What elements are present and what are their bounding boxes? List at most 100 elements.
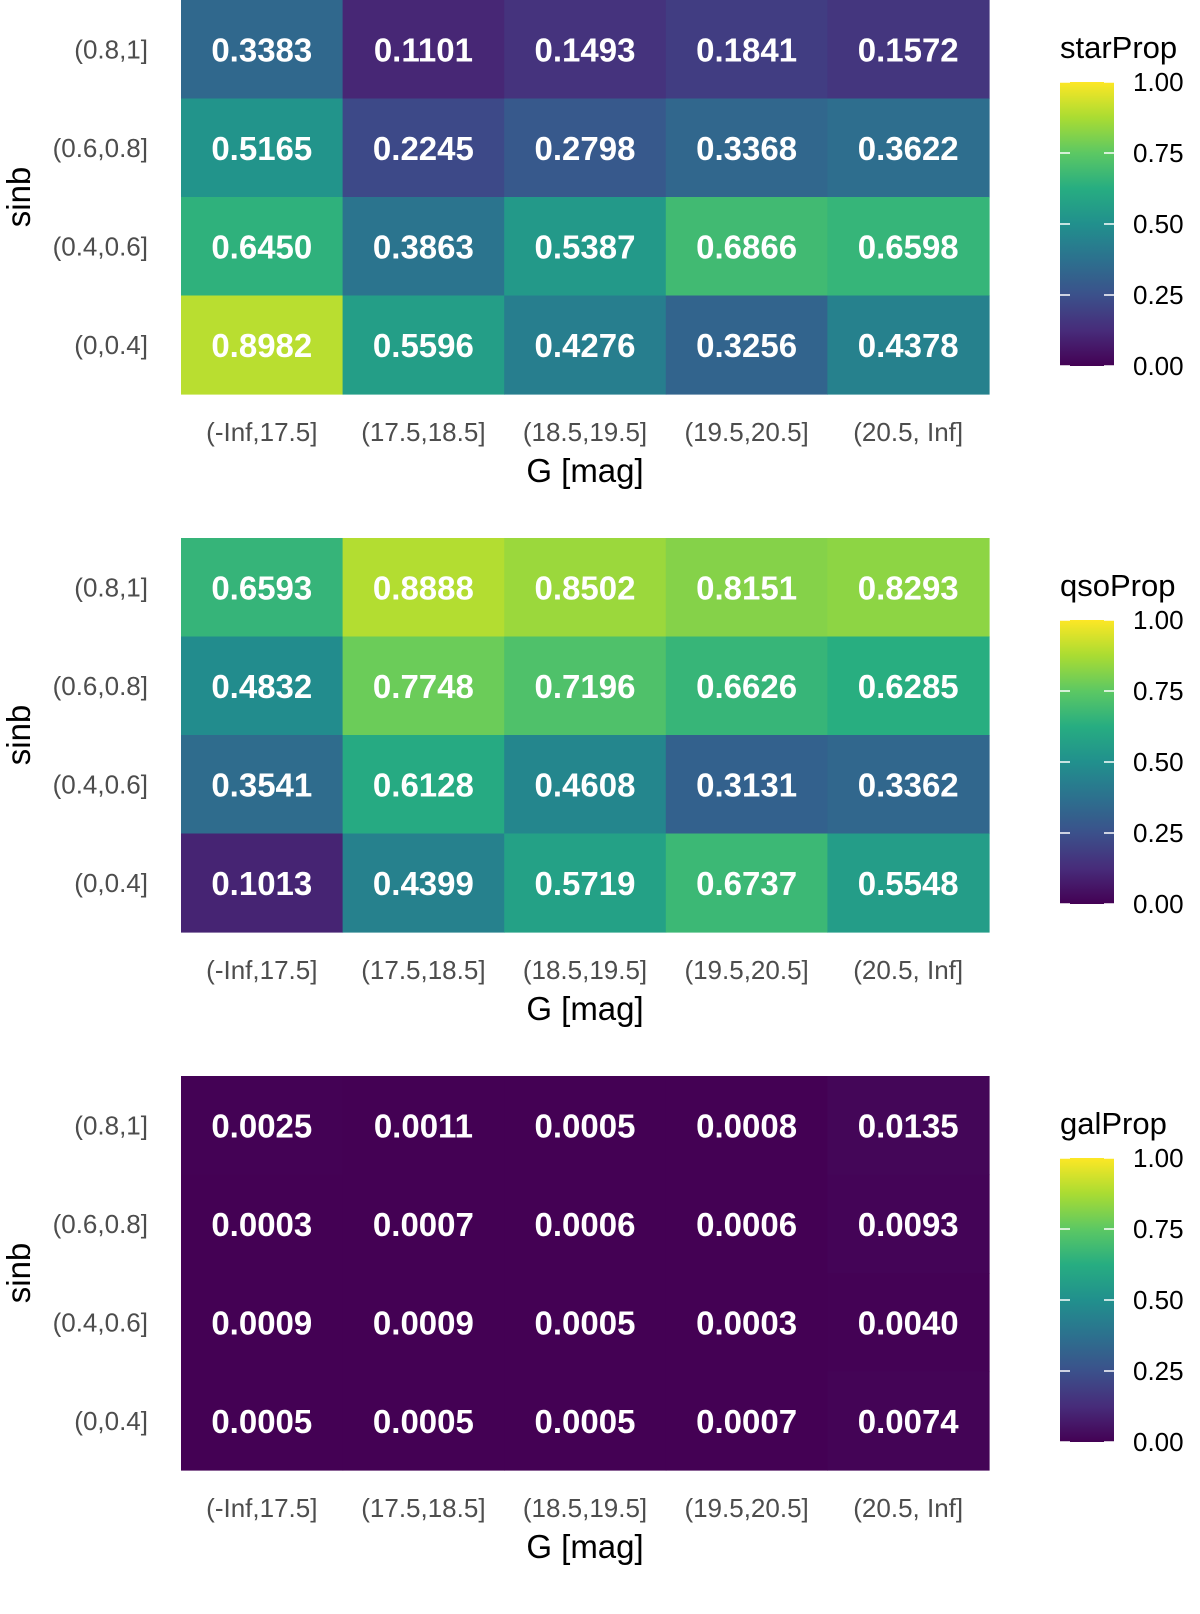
legend-title: galProp bbox=[1060, 1106, 1167, 1141]
heatmap-cell bbox=[504, 1371, 667, 1471]
y-tick-label: (0.4,0.6] bbox=[53, 769, 148, 799]
heatmap-cell bbox=[342, 1076, 505, 1176]
cell-value-label: 0.4608 bbox=[535, 766, 636, 803]
y-tick-label: (0.4,0.6] bbox=[53, 1307, 148, 1337]
heatmap-cell bbox=[827, 0, 990, 100]
heatmap-cell bbox=[181, 735, 344, 835]
x-axis-title: G [mag] bbox=[526, 452, 643, 489]
cell-value-label: 0.5548 bbox=[858, 865, 959, 902]
legend-tick-label: 0.50 bbox=[1133, 747, 1184, 777]
heatmap-cell bbox=[342, 98, 505, 198]
cell-value-label: 0.8502 bbox=[535, 569, 636, 606]
legend-tick-label: 0.75 bbox=[1133, 676, 1184, 706]
cell-value-label: 0.0005 bbox=[373, 1403, 474, 1440]
cell-value-label: 0.3362 bbox=[858, 766, 959, 803]
y-tick-label: (0.6,0.8] bbox=[53, 671, 148, 701]
cell-value-label: 0.6626 bbox=[696, 668, 797, 705]
x-tick-label: (17.5,18.5] bbox=[361, 417, 485, 447]
cell-value-label: 0.8888 bbox=[373, 569, 474, 606]
cell-value-label: 0.3256 bbox=[696, 327, 797, 364]
cell-value-label: 0.0093 bbox=[858, 1206, 959, 1243]
heatmap-cell bbox=[827, 1174, 990, 1274]
cell-value-label: 0.5165 bbox=[211, 130, 312, 167]
heatmap-cell bbox=[827, 1273, 990, 1373]
heatmap-cell bbox=[504, 1076, 667, 1176]
cell-value-label: 0.5387 bbox=[535, 228, 636, 265]
heatmap-cell bbox=[181, 1371, 344, 1471]
heatmap-cell bbox=[827, 1076, 990, 1176]
cell-value-label: 0.0074 bbox=[858, 1403, 960, 1440]
heatmap-cell bbox=[827, 636, 990, 736]
cell-value-label: 0.2798 bbox=[535, 130, 636, 167]
cell-value-label: 0.0005 bbox=[535, 1107, 636, 1144]
cell-value-label: 0.3541 bbox=[211, 766, 312, 803]
cell-value-label: 0.6866 bbox=[696, 228, 797, 265]
heatmap-cell bbox=[181, 1174, 344, 1274]
cell-value-label: 0.4832 bbox=[211, 668, 312, 705]
heatmap-cell bbox=[181, 0, 344, 100]
heatmap-cell bbox=[342, 538, 505, 638]
cell-value-label: 0.5596 bbox=[373, 327, 474, 364]
cell-value-label: 0.0135 bbox=[858, 1107, 959, 1144]
heatmap-cell bbox=[665, 0, 828, 100]
cell-value-label: 0.6450 bbox=[211, 228, 312, 265]
legend-tick-label: 0.75 bbox=[1133, 1214, 1184, 1244]
x-tick-label: (17.5,18.5] bbox=[361, 955, 485, 985]
legend-tick-label: 0.50 bbox=[1133, 1285, 1184, 1315]
heatmap-cell bbox=[342, 197, 505, 297]
legend-tick-label: 0.25 bbox=[1133, 1356, 1184, 1386]
x-tick-label: (18.5,19.5] bbox=[523, 417, 647, 447]
heatmap-svg: 0.3383 0.1101 0.1493 0.1841 0.1572 0.5165 0.22… bbox=[0, 0, 1184, 489]
heatmap-panel-starprop: 0.3383 0.1101 0.1493 0.1841 0.1572 0.5165 0.22… bbox=[0, 0, 1200, 538]
heatmap-cell bbox=[827, 538, 990, 638]
x-axis-title: G [mag] bbox=[526, 1528, 643, 1565]
cell-value-label: 0.8982 bbox=[211, 327, 312, 364]
legend-tick-label: 0.00 bbox=[1133, 889, 1184, 919]
heatmap-cell bbox=[181, 1273, 344, 1373]
legend-tick-label: 0.00 bbox=[1133, 1427, 1184, 1457]
heatmap-cell bbox=[665, 1371, 828, 1471]
y-tick-label: (0,0.4] bbox=[74, 1406, 148, 1436]
cell-value-label: 0.0006 bbox=[535, 1206, 636, 1243]
heatmap-cell bbox=[504, 98, 667, 198]
legend-tick-label: 0.75 bbox=[1133, 138, 1184, 168]
heatmap-cell bbox=[665, 98, 828, 198]
heatmap-cell bbox=[504, 833, 667, 933]
cell-value-label: 0.0040 bbox=[858, 1304, 959, 1341]
cell-value-label: 0.1013 bbox=[211, 865, 312, 902]
heatmap-cell bbox=[504, 1273, 667, 1373]
heatmap-panel-qsoprop: 0.6593 0.8888 0.8502 0.8151 0.8293 0.4832 0.77… bbox=[0, 538, 1200, 1076]
cell-value-label: 0.1841 bbox=[696, 31, 797, 68]
heatmap-cell bbox=[181, 98, 344, 198]
heatmap-cell bbox=[342, 1273, 505, 1373]
heatmap-cell bbox=[342, 295, 505, 395]
heatmap-cell bbox=[504, 1174, 667, 1274]
heatmap-cell bbox=[665, 735, 828, 835]
cell-value-label: 0.0009 bbox=[373, 1304, 474, 1341]
heatmap-cell bbox=[181, 295, 344, 395]
heatmap-cell bbox=[665, 1076, 828, 1176]
cell-value-label: 0.3383 bbox=[211, 31, 312, 68]
cell-value-label: 0.3863 bbox=[373, 228, 474, 265]
heatmap-cell bbox=[827, 295, 990, 395]
heatmap-cell bbox=[665, 538, 828, 638]
x-tick-label: (19.5,20.5] bbox=[684, 417, 808, 447]
heatmap-cell bbox=[342, 1174, 505, 1274]
cell-value-label: 0.5719 bbox=[535, 865, 636, 902]
legend-tick-label: 1.00 bbox=[1133, 1143, 1184, 1173]
x-tick-label: (20.5, Inf] bbox=[853, 417, 963, 447]
y-tick-label: (0.8,1] bbox=[74, 1110, 148, 1140]
x-tick-label: (18.5,19.5] bbox=[523, 955, 647, 985]
cell-value-label: 0.3622 bbox=[858, 130, 959, 167]
y-tick-label: (0.8,1] bbox=[74, 34, 148, 64]
cell-value-label: 0.1572 bbox=[858, 31, 959, 68]
y-tick-label: (0.6,0.8] bbox=[53, 1209, 148, 1239]
cell-value-label: 0.4399 bbox=[373, 865, 474, 902]
y-axis-title: sinb bbox=[0, 705, 37, 766]
heatmap-cell bbox=[827, 735, 990, 835]
cell-value-label: 0.0006 bbox=[696, 1206, 797, 1243]
heatmap-cell bbox=[665, 833, 828, 933]
heatmap-cell bbox=[504, 0, 667, 100]
cell-value-label: 0.6285 bbox=[858, 668, 959, 705]
heatmap-cell bbox=[342, 1371, 505, 1471]
